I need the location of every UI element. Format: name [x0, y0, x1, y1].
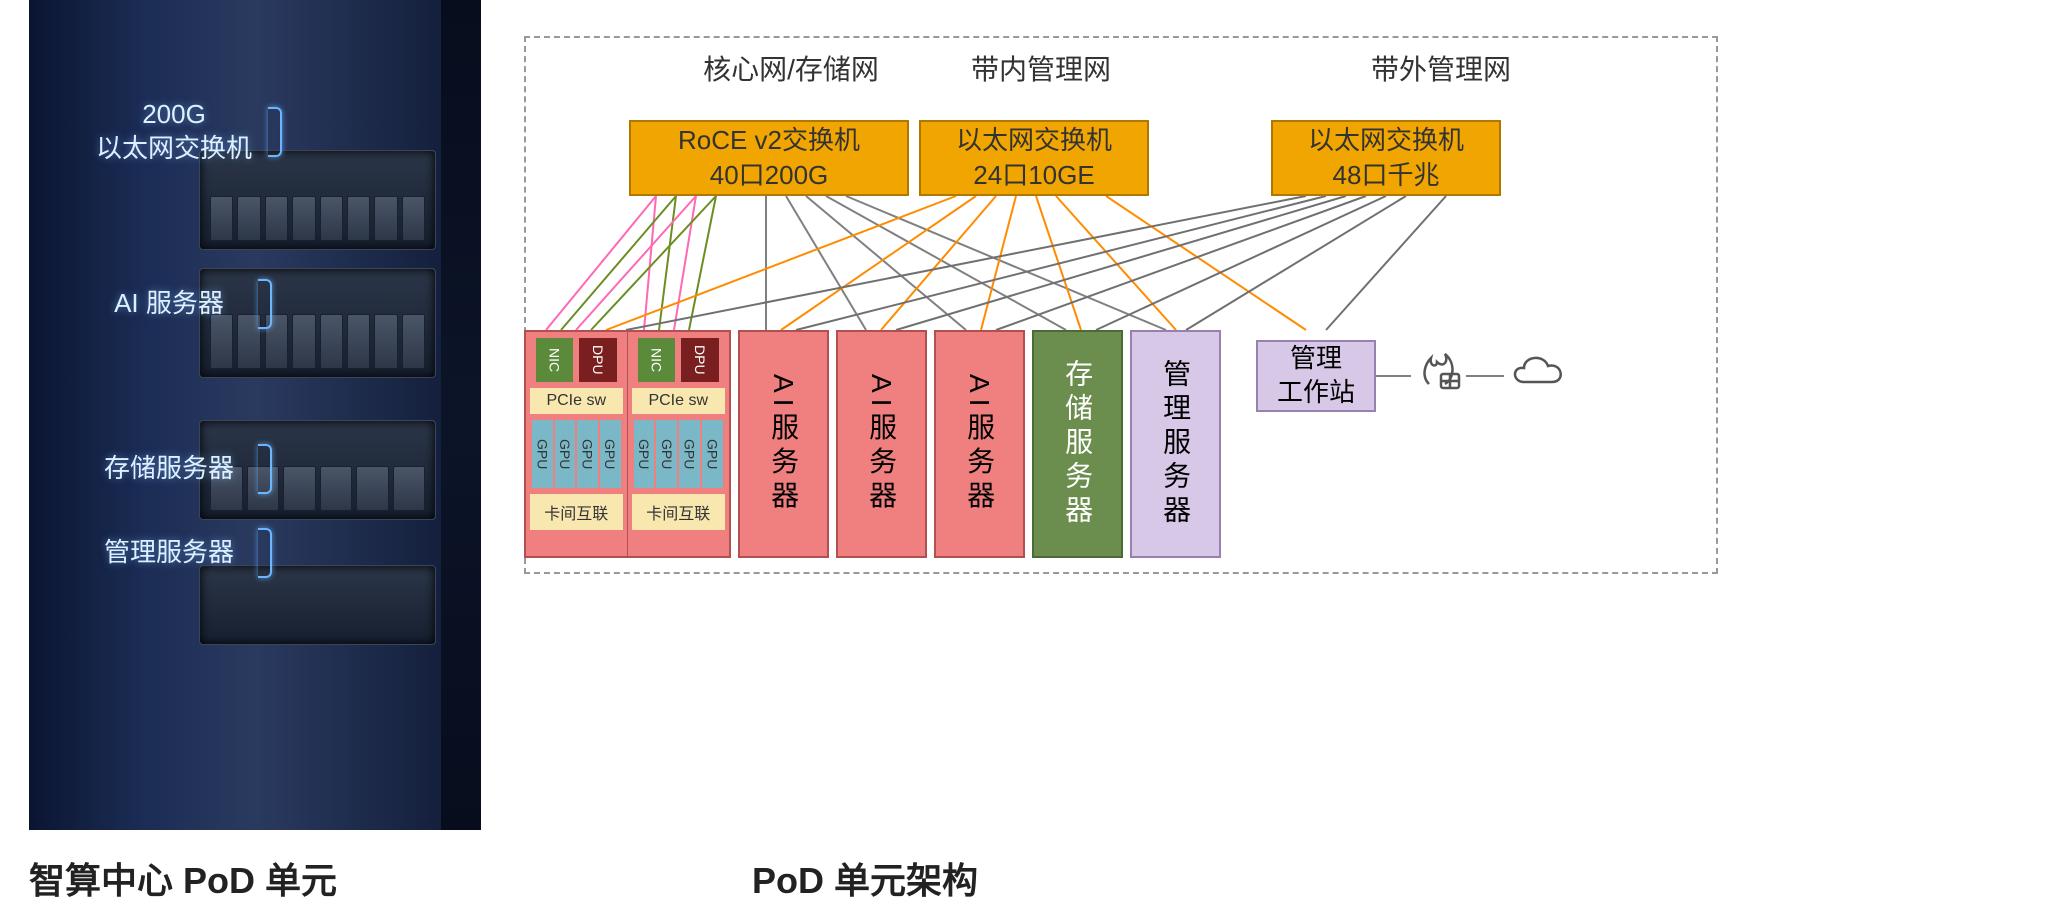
switch-roce: RoCE v2交换机 40口200G — [629, 120, 909, 196]
rack-label-switch: 200G 以太网交换机 — [84, 98, 264, 166]
gpu: GPU — [656, 420, 677, 488]
switch-outband: 以太网交换机 48口千兆 — [1271, 120, 1501, 196]
rack-label-storage: 存储服务器 — [84, 452, 254, 486]
nic-card: NIC — [536, 338, 573, 382]
gpu: GPU — [702, 420, 723, 488]
cloud-icon — [1504, 342, 1574, 396]
switch-inband-l2: 24口10GE — [921, 158, 1147, 193]
storage-server: 存储服务器 — [1032, 330, 1123, 558]
rack-photo: 200G 以太网交换机 AI 服务器 存储服务器 管理服务器 — [29, 0, 481, 830]
rack-label-ai-text: AI 服务器 — [114, 288, 224, 318]
mgmt-server: 管理服务器 — [1130, 330, 1221, 558]
gpu: GPU — [532, 420, 553, 488]
mgmt-ws-label: 管理 工作站 — [1277, 342, 1355, 410]
pcie-sw: PCIe sw — [632, 388, 726, 414]
rack-unit — [199, 565, 436, 645]
nic-card: NIC — [638, 338, 676, 382]
ai-server: AI服务器 — [934, 330, 1025, 558]
section-title-outband: 带外管理网 — [1336, 48, 1546, 88]
firewall-icon — [1411, 342, 1465, 396]
switch-outband-l1: 以太网交换机 — [1273, 123, 1499, 158]
gpu: GPU — [600, 420, 621, 488]
gpu: GPU — [634, 420, 655, 488]
storage-server-label: 存储服务器 — [1058, 359, 1097, 529]
switch-roce-l2: 40口200G — [631, 158, 907, 193]
pcie-sw: PCIe sw — [530, 388, 623, 414]
mgmt-workstation: 管理 工作站 — [1256, 340, 1376, 412]
ai-server: AI服务器 — [738, 330, 829, 558]
switch-roce-l1: RoCE v2交换机 — [631, 123, 907, 158]
gpu: GPU — [577, 420, 598, 488]
rack-label-mgmt: 管理服务器 — [84, 536, 254, 570]
ai-server-label: AI服务器 — [764, 374, 803, 514]
section-title-core: 核心网/存储网 — [661, 48, 921, 88]
ai-server-label: AI服务器 — [862, 374, 901, 514]
caption-left: 智算中心 PoD 单元 — [29, 852, 337, 904]
rack-label-mgmt-text: 管理服务器 — [104, 537, 234, 567]
gpu: GPU — [679, 420, 700, 488]
interconnect: 卡间互联 — [530, 494, 623, 530]
ai-server-label: AI服务器 — [960, 374, 999, 514]
mgmt-server-label: 管理服务器 — [1156, 359, 1195, 529]
switch-outband-l2: 48口千兆 — [1273, 158, 1499, 193]
caption-right: PoD 单元架构 — [752, 852, 978, 904]
architecture-diagram: 核心网/存储网 带内管理网 带外管理网 RoCE v2交换机 40口200G 以… — [506, 0, 2046, 830]
rack-unit — [199, 268, 436, 378]
dpu-card: DPU — [681, 338, 719, 382]
rack-label-storage-text: 存储服务器 — [104, 453, 234, 483]
ai-server-detail: NICDPUPCIe swGPUGPUGPUGPU卡间互联NICDPUPCIe … — [524, 330, 731, 558]
gpu: GPU — [555, 420, 576, 488]
rack-label-ai: AI 服务器 — [84, 287, 254, 321]
section-title-inband: 带内管理网 — [936, 48, 1146, 88]
rack-label-switch-text: 200G 以太网交换机 — [96, 99, 252, 163]
switch-inband: 以太网交换机 24口10GE — [919, 120, 1149, 196]
interconnect: 卡间互联 — [632, 494, 726, 530]
dpu-card: DPU — [579, 338, 616, 382]
switch-inband-l1: 以太网交换机 — [921, 123, 1147, 158]
ai-server: AI服务器 — [836, 330, 927, 558]
